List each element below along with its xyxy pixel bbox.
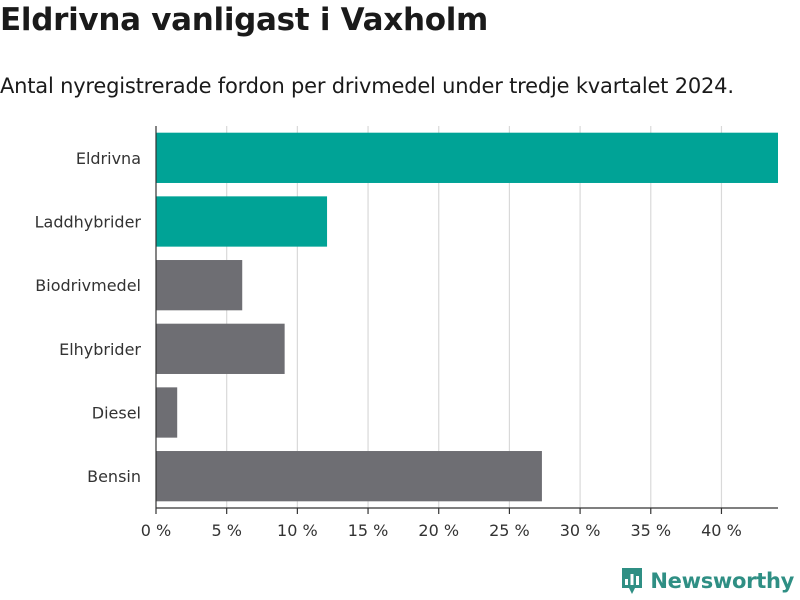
category-label: Elhybrider — [59, 340, 141, 359]
brand-name: Newsworthy — [650, 569, 794, 593]
chart-title: Eldrivna vanligast i Vaxholm — [0, 2, 489, 38]
category-label: Bensin — [87, 467, 141, 486]
category-label: Laddhybrider — [35, 213, 142, 232]
newsworthy-logo: Newsworthy — [620, 566, 794, 596]
x-tick-label: 30 % — [560, 521, 601, 540]
x-axis: 0 % 5 % 10 % 15 % 20 % 25 % 30 % 35 % 40 % — [141, 126, 778, 540]
category-label: Diesel — [92, 404, 141, 423]
grid-lines — [226, 126, 723, 508]
bar-chart-pin-icon — [622, 568, 643, 594]
x-tick-label: 10 % — [277, 521, 318, 540]
bar-eldrivna — [156, 132, 778, 183]
x-tick-label: 35 % — [630, 521, 671, 540]
chart-subtitle: Antal nyregistrerade fordon per drivmede… — [0, 74, 734, 98]
x-tick-label: 15 % — [348, 521, 389, 540]
category-label: Biodrivmedel — [35, 276, 141, 295]
bar-laddhybrider — [156, 196, 328, 247]
bar-biodrivmedel — [156, 260, 243, 311]
x-tick-label: 5 % — [211, 521, 241, 540]
bar-elhybrider — [156, 323, 285, 374]
bar-diesel — [156, 387, 178, 438]
bars — [156, 132, 778, 502]
category-label: Eldrivna — [76, 149, 141, 168]
x-tick-label: 20 % — [418, 521, 459, 540]
x-tick-label: 40 % — [701, 521, 742, 540]
bar-bensin — [156, 451, 542, 502]
x-tick-label: 0 % — [141, 521, 171, 540]
category-labels: Eldrivna Laddhybrider Biodrivmedel Elhybrid… — [35, 149, 142, 486]
x-tick-label: 25 % — [489, 521, 530, 540]
